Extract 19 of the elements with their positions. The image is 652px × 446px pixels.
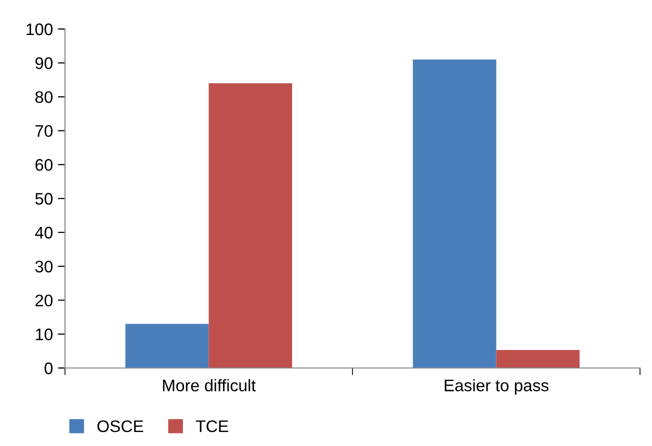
y-tick-label: 10 [36, 328, 53, 340]
y-tick-label: 0 [44, 362, 53, 374]
y-tick-label: 70 [36, 125, 53, 137]
legend-label: TCE [196, 420, 228, 432]
y-tick-label: 80 [35, 91, 53, 104]
y-tick-label: 100 [26, 23, 53, 36]
y-tick-label: 90 [35, 57, 53, 70]
x-tick-label: More difficult [163, 379, 256, 392]
y-tick-label: 40 [35, 226, 53, 239]
bar [125, 324, 209, 368]
bar [412, 60, 496, 368]
bar [496, 350, 580, 368]
y-tick-label: 30 [35, 260, 53, 273]
y-tick-label: 20 [35, 294, 53, 306]
bar [208, 83, 292, 368]
y-tick-label: 50 [35, 192, 53, 205]
x-tick-label: Easier to pass [444, 379, 548, 395]
y-tick-label: 60 [36, 159, 53, 171]
legend-label: OSCE [97, 420, 144, 432]
